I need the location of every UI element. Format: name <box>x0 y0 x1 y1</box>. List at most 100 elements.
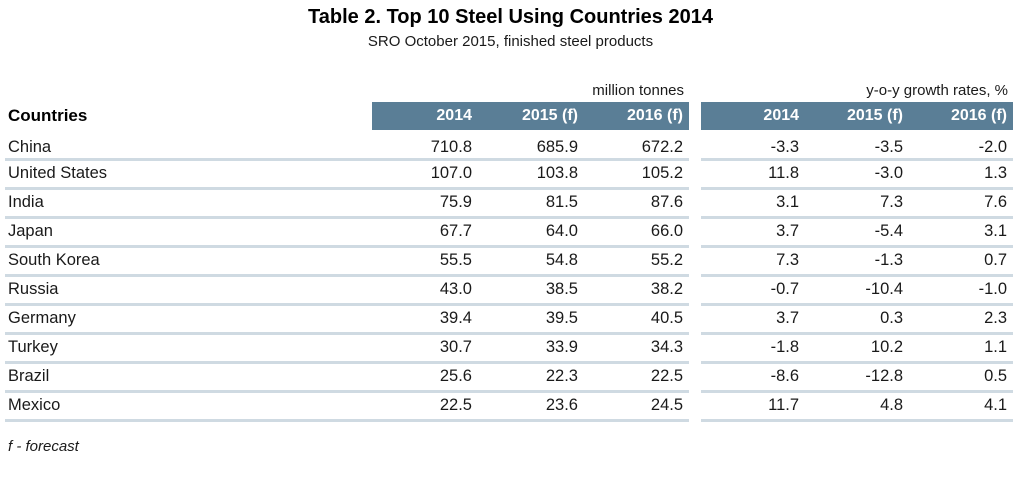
table-row: India 75.9 81.5 87.6 3.1 7.3 7.6 <box>5 188 1014 219</box>
tonnes-cell-2016f: 672.2 <box>584 130 690 161</box>
growth-cell-2014: -8.6 <box>701 362 806 393</box>
table-row: Germany 39.4 39.5 40.5 3.7 0.3 2.3 <box>5 304 1014 335</box>
tonnes-cell-2015f: 54.8 <box>478 246 584 277</box>
country-cell: South Korea <box>5 246 372 277</box>
forecast-footnote: f - forecast <box>8 437 79 455</box>
growth-cell-2014: 3.7 <box>701 217 806 248</box>
tonnes-cell-2014: 710.8 <box>372 130 478 161</box>
tonnes-cell-2015f: 22.3 <box>478 362 584 393</box>
table-row: South Korea 55.5 54.8 55.2 7.3 -1.3 0.7 <box>5 246 1014 277</box>
growth-cell-2014: -3.3 <box>701 130 806 161</box>
tonnes-cell-2014: 25.6 <box>372 362 478 393</box>
table-title: Table 2. Top 10 Steel Using Countries 20… <box>308 6 713 28</box>
growth-cell-2015f: -5.4 <box>805 217 910 248</box>
steel-consumption-table: million tonnes y-o-y growth rates, % Cou… <box>5 81 1014 422</box>
table-row: Japan 67.7 64.0 66.0 3.7 -5.4 3.1 <box>5 217 1014 248</box>
growth-cell-2014: 11.8 <box>701 159 806 190</box>
column-group-gap <box>689 304 701 333</box>
tonnes-cell-2014: 22.5 <box>372 391 478 422</box>
column-group-gap <box>689 246 701 275</box>
growth-cell-2015f: -3.0 <box>805 159 910 190</box>
tonnes-cell-2016f: 24.5 <box>584 391 690 422</box>
column-group-gap <box>689 130 701 159</box>
growth-cell-2016f: 4.1 <box>909 391 1014 422</box>
growth-cell-2015f: -1.3 <box>805 246 910 277</box>
table-row: United States 107.0 103.8 105.2 11.8 -3.0 1.3 <box>5 159 1014 190</box>
country-cell: United States <box>5 159 372 190</box>
growth-cell-2016f: 1.1 <box>909 333 1014 364</box>
growth-cell-2016f: 0.5 <box>909 362 1014 393</box>
country-cell: Turkey <box>5 333 372 364</box>
tonnes-cell-2016f: 34.3 <box>584 333 690 364</box>
growth-cell-2015f: -10.4 <box>805 275 910 306</box>
table-row: Brazil 25.6 22.3 22.5 -8.6 -12.8 0.5 <box>5 362 1014 393</box>
unit-label-growth-rates: y-o-y growth rates, % <box>866 82 1009 99</box>
growth-cell-2014: 7.3 <box>701 246 806 277</box>
column-header-tonnes-2014: 2014 <box>372 102 478 130</box>
column-group-gap <box>689 188 701 217</box>
tonnes-cell-2015f: 685.9 <box>478 130 584 161</box>
table-row: Russia 43.0 38.5 38.2 -0.7 -10.4 -1.0 <box>5 275 1014 306</box>
column-header-growth-2015f: 2015 (f) <box>805 102 910 130</box>
table-row: China 710.8 685.9 672.2 -3.3 -3.5 -2.0 <box>5 130 1014 161</box>
column-group-gap <box>689 362 701 391</box>
growth-cell-2015f: -3.5 <box>805 130 910 161</box>
tonnes-cell-2016f: 87.6 <box>584 188 690 219</box>
column-group-gap <box>689 275 701 304</box>
growth-cell-2016f: -1.0 <box>909 275 1014 306</box>
growth-cell-2014: -1.8 <box>701 333 806 364</box>
growth-cell-2016f: 2.3 <box>909 304 1014 335</box>
tonnes-cell-2014: 75.9 <box>372 188 478 219</box>
tonnes-cell-2015f: 23.6 <box>478 391 584 422</box>
column-group-gap <box>689 102 701 130</box>
tonnes-cell-2016f: 22.5 <box>584 362 690 393</box>
growth-cell-2014: -0.7 <box>701 275 806 306</box>
table-body: China 710.8 685.9 672.2 -3.3 -3.5 -2.0 United S… <box>5 130 1014 422</box>
column-group-gap <box>689 333 701 362</box>
growth-cell-2015f: 7.3 <box>805 188 910 219</box>
tonnes-cell-2014: 39.4 <box>372 304 478 335</box>
country-cell: China <box>5 130 372 161</box>
column-header-growth-2016f: 2016 (f) <box>909 102 1014 130</box>
unit-label-million-tonnes: million tonnes <box>592 82 685 99</box>
growth-cell-2015f: 0.3 <box>805 304 910 335</box>
column-header-row: Countries 2014 2015 (f) 2016 (f) 2014 20… <box>5 102 1014 130</box>
column-header-countries: Countries <box>8 106 88 125</box>
tonnes-cell-2014: 55.5 <box>372 246 478 277</box>
column-header-tonnes-2015f: 2015 (f) <box>478 102 584 130</box>
growth-cell-2014: 3.7 <box>701 304 806 335</box>
tonnes-cell-2014: 43.0 <box>372 275 478 306</box>
growth-cell-2015f: -12.8 <box>805 362 910 393</box>
growth-cell-2016f: 1.3 <box>909 159 1014 190</box>
tonnes-cell-2014: 30.7 <box>372 333 478 364</box>
tonnes-cell-2016f: 38.2 <box>584 275 690 306</box>
country-cell: Germany <box>5 304 372 335</box>
column-group-gap <box>689 159 701 188</box>
country-cell: Japan <box>5 217 372 248</box>
column-header-tonnes-2016f: 2016 (f) <box>584 102 690 130</box>
growth-cell-2014: 3.1 <box>701 188 806 219</box>
country-cell: Russia <box>5 275 372 306</box>
tonnes-cell-2015f: 81.5 <box>478 188 584 219</box>
tonnes-cell-2016f: 105.2 <box>584 159 690 190</box>
tonnes-cell-2016f: 66.0 <box>584 217 690 248</box>
growth-cell-2016f: 3.1 <box>909 217 1014 248</box>
table-subtitle: SRO October 2015, finished steel product… <box>367 33 654 50</box>
units-row: million tonnes y-o-y growth rates, % <box>5 81 1013 102</box>
growth-cell-2015f: 10.2 <box>805 333 910 364</box>
country-cell: Brazil <box>5 362 372 393</box>
table-row: Mexico 22.5 23.6 24.5 11.7 4.8 4.1 <box>5 391 1014 422</box>
tonnes-cell-2016f: 40.5 <box>584 304 690 335</box>
tonnes-cell-2015f: 39.5 <box>478 304 584 335</box>
tonnes-cell-2015f: 64.0 <box>478 217 584 248</box>
tonnes-cell-2016f: 55.2 <box>584 246 690 277</box>
tonnes-cell-2014: 107.0 <box>372 159 478 190</box>
growth-cell-2014: 11.7 <box>701 391 806 422</box>
tonnes-cell-2015f: 38.5 <box>478 275 584 306</box>
tonnes-cell-2014: 67.7 <box>372 217 478 248</box>
tonnes-cell-2015f: 103.8 <box>478 159 584 190</box>
growth-cell-2016f: -2.0 <box>909 130 1014 161</box>
tonnes-cell-2015f: 33.9 <box>478 333 584 364</box>
country-cell: India <box>5 188 372 219</box>
country-cell: Mexico <box>5 391 372 422</box>
